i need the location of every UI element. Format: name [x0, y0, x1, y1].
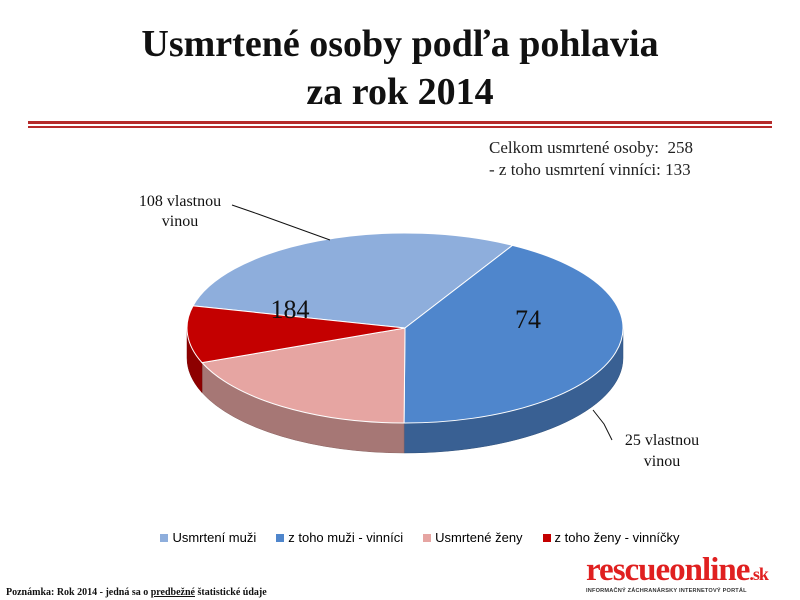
legend-label-2: z toho muži - vinníci — [288, 530, 404, 545]
pie-slice-1 — [192, 232, 514, 329]
logo-tld: .sk — [749, 564, 768, 584]
pie-slice-4 — [186, 305, 406, 364]
legend-item-3: Usmrtené ženy — [423, 530, 523, 545]
logo-tagline: INFORMAČNÝ ZÁCHRANÁRSKY INTERNETOVÝ PORT… — [586, 588, 747, 594]
legend-swatch-2 — [276, 533, 285, 542]
title-line-1: Usmrtené osoby podľa pohlavia — [141, 23, 659, 65]
footnote: Poznámka: Rok 2014 - jedná sa o predbežn… — [6, 587, 267, 598]
pie-side-group — [186, 327, 624, 454]
pie-slice-2 — [403, 244, 624, 424]
label-women-culprits-line1: 25 vlastnou — [625, 432, 699, 449]
label-women-total: 74 — [515, 305, 541, 334]
pie-top-group — [186, 232, 624, 424]
legend-swatch-1 — [160, 533, 169, 542]
footnote-prefix: Poznámka: Rok 2014 - jedná sa o — [6, 587, 151, 598]
label-men-culprits-line2: vinou — [162, 213, 198, 230]
summary-box: Celkom usmrtené osoby: 258 - z toho usmrt… — [489, 137, 693, 181]
summary-culprits: - z toho usmrtení vinníci: 133 — [489, 160, 691, 179]
legend-item-4: z toho ženy - vinníčky — [542, 530, 680, 545]
label-men-total: 184 — [271, 295, 310, 324]
legend-swatch-4 — [542, 533, 551, 542]
footnote-suffix: štatistické údaje — [195, 587, 267, 598]
chart-legend: Usmrtení muži z toho muži - vinníci Usmrte… — [120, 530, 720, 545]
leader-women-culprits — [592, 409, 613, 441]
title-divider-top — [28, 121, 772, 124]
summary-total: Celkom usmrtené osoby: 258 — [489, 138, 693, 157]
legend-swatch-3 — [423, 533, 432, 542]
logo-text: rescueonline — [586, 552, 750, 588]
legend-label-4: z toho ženy - vinníčky — [554, 530, 680, 545]
legend-label-1: Usmrtení muži — [172, 530, 257, 545]
title-line-2: za rok 2014 — [306, 71, 494, 113]
legend-item-2: z toho muži - vinníci — [276, 530, 403, 545]
legend-label-3: Usmrtené ženy — [435, 530, 523, 545]
pie-slice-3 — [201, 327, 406, 424]
legend-item-1: Usmrtení muži — [160, 530, 256, 545]
label-women-culprits-line2: vinou — [644, 453, 680, 470]
label-men-culprits-line1: 108 vlastnou — [139, 193, 221, 210]
rescueonline-logo[interactable]: rescueonline.sk INFORMAČNÝ ZÁCHRANÁRSKY … — [586, 552, 796, 598]
chart-title: Usmrtené osoby podľa pohlavia za rok 201… — [0, 20, 800, 116]
title-divider-bottom — [28, 126, 772, 128]
footnote-underlined: predbežné — [150, 587, 195, 598]
logo-wordmark: rescueonline.sk — [586, 552, 769, 592]
leader-men-culprits — [231, 204, 331, 241]
